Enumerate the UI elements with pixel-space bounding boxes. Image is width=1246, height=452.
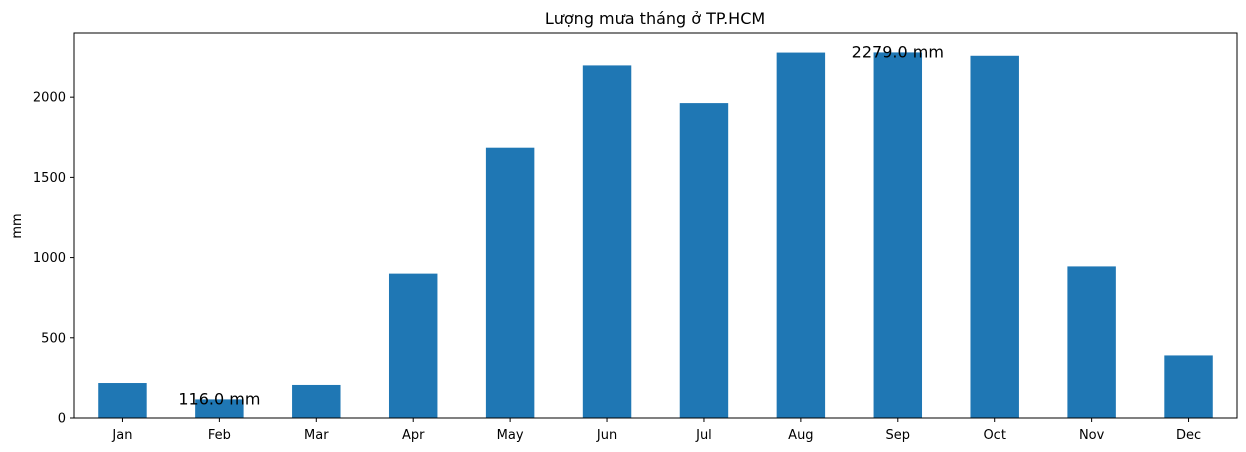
x-tick-label-sep: Sep bbox=[886, 428, 911, 443]
bar-oct bbox=[970, 55, 1019, 418]
x-tick-label-may: May bbox=[497, 428, 524, 443]
x-tick-label-jul: Jul bbox=[695, 428, 712, 443]
bar-may bbox=[485, 147, 535, 418]
bar-aug bbox=[776, 52, 826, 419]
chart-title: Lượng mưa tháng ở TP.HCM bbox=[545, 9, 765, 28]
y-tick-label-0: 0 bbox=[58, 412, 66, 427]
y-tick-label-500: 500 bbox=[41, 331, 66, 346]
x-tick-label-aug: Aug bbox=[788, 428, 813, 443]
bar-nov bbox=[1067, 266, 1116, 418]
bars-group bbox=[98, 52, 1213, 419]
x-tick-label-mar: Mar bbox=[304, 428, 329, 443]
y-axis-label: mm bbox=[10, 213, 25, 238]
bar-sep bbox=[873, 52, 923, 419]
x-tick-label-oct: Oct bbox=[983, 428, 1005, 443]
plot-frame bbox=[73, 32, 1238, 419]
x-tick-label-nov: Nov bbox=[1079, 428, 1105, 443]
bar-mar bbox=[292, 384, 341, 418]
annotation-feb: 116.0 mm bbox=[178, 389, 260, 408]
y-tick-label-1000: 1000 bbox=[33, 251, 66, 266]
bar-jan bbox=[98, 383, 147, 418]
x-tick-label-apr: Apr bbox=[402, 428, 425, 443]
y-ticks-group: 0 500 1000 1500 2000 bbox=[33, 91, 74, 427]
annotations-group: 116.0 mm 2279.0 mm bbox=[178, 42, 944, 408]
x-tick-label-jun: Jun bbox=[596, 428, 617, 443]
x-ticks-group: Jan Feb Mar Apr May Jun Jul Aug Sep Oct Nov Dec bbox=[111, 418, 1201, 443]
y-tick-label-2000: 2000 bbox=[33, 91, 66, 106]
bar-dec bbox=[1164, 355, 1213, 418]
bar-apr bbox=[388, 273, 438, 418]
x-tick-label-feb: Feb bbox=[208, 428, 231, 443]
annotation-sep: 2279.0 mm bbox=[852, 42, 944, 61]
bar-jun bbox=[582, 65, 632, 418]
x-tick-label-dec: Dec bbox=[1176, 428, 1201, 443]
bar-feb bbox=[195, 399, 244, 418]
x-tick-label-jan: Jan bbox=[111, 428, 132, 443]
bar-jul bbox=[679, 103, 729, 418]
y-tick-label-1500: 1500 bbox=[33, 171, 66, 186]
